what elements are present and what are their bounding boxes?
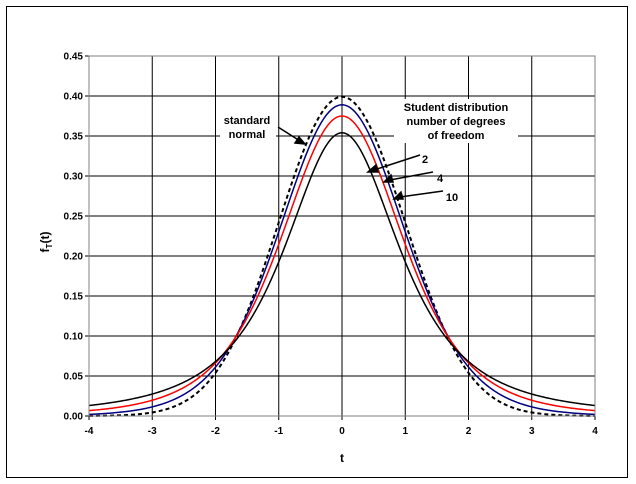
- tick-labels: 0.00 0.05 0.10 0.15 0.20 0.25 0.30 0.35 0.40 0.45…: [64, 52, 599, 438]
- x-tick-label: 2: [466, 426, 472, 437]
- grid: [85, 55, 596, 420]
- df-10-label: 10: [446, 192, 458, 204]
- x-tick-label: 4: [592, 426, 598, 437]
- x-tick-label: 1: [402, 426, 408, 437]
- standard-normal-label-line1: standard: [224, 115, 270, 127]
- x-tick-label: -3: [148, 426, 157, 437]
- df-2-label: 2: [422, 154, 428, 166]
- y-tick-label: 0.00: [64, 412, 84, 423]
- y-tick-label: 0.20: [64, 252, 84, 263]
- arrow-df2: [373, 154, 421, 171]
- arrow-df4-head: [382, 173, 394, 183]
- y-tick-label: 0.10: [64, 332, 84, 343]
- y-axis-title-tail: (t): [38, 232, 52, 244]
- student-annotation-background: [394, 99, 518, 143]
- student-label-line3: of freedom: [428, 130, 485, 142]
- x-tick-label: -2: [211, 426, 220, 437]
- series-group: [88, 95, 596, 417]
- y-axis-title: fT(t): [38, 232, 54, 253]
- y-axis-title-main: f: [38, 247, 52, 252]
- y-tick-label: 0.25: [64, 212, 84, 223]
- student-label-line1: Student distribution: [404, 102, 509, 114]
- series-student-df-4: [88, 115, 596, 412]
- x-tick-label: -4: [85, 426, 94, 437]
- series-student-df-10: [88, 104, 596, 416]
- arrow-normal: [277, 126, 301, 142]
- standard-normal-label-line2: normal: [229, 129, 266, 141]
- x-tick-label: 3: [529, 426, 535, 437]
- plot-area-border: [88, 55, 596, 417]
- y-tick-label: 0.30: [64, 172, 84, 183]
- x-axis-title: t: [340, 451, 344, 465]
- y-tick-label: 0.05: [64, 372, 84, 383]
- y-tick-label: 0.45: [64, 52, 84, 63]
- arrow-df10: [399, 190, 444, 198]
- x-tick-label: 0: [339, 426, 345, 437]
- arrow-df2-head: [366, 163, 379, 173]
- annotation-arrows: [277, 126, 444, 200]
- normal-annotation-background: [220, 112, 276, 142]
- y-tick-label: 0.15: [64, 292, 84, 303]
- y-tick-label: 0.40: [64, 92, 84, 103]
- student-label-line2: number of degrees: [406, 116, 505, 128]
- chart-frame: [6, 6, 628, 478]
- x-tick-label: -1: [274, 426, 283, 437]
- arrow-normal-head: [293, 135, 307, 145]
- arrow-df4: [389, 171, 434, 181]
- series-standard-normal: [88, 95, 596, 417]
- arrow-df10-head: [392, 190, 404, 200]
- df-4-label: 4: [437, 173, 444, 185]
- series-student-df-2: [88, 132, 596, 407]
- y-axis-title-subscript: T: [45, 243, 54, 248]
- y-tick-label: 0.35: [64, 132, 84, 143]
